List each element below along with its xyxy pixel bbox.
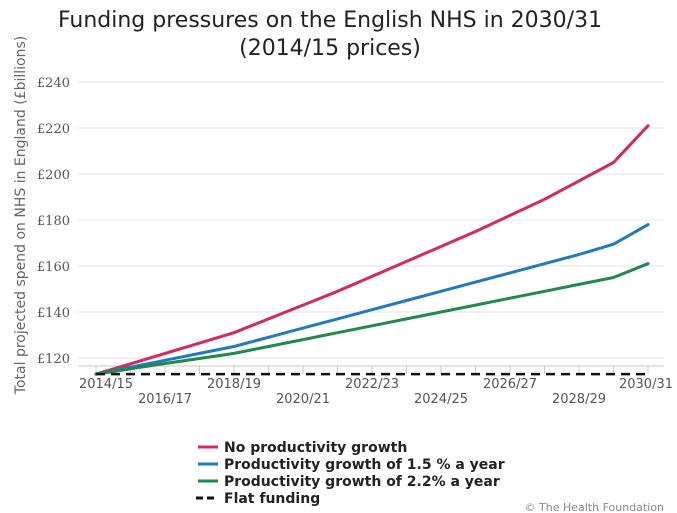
series-line-3 [94, 262, 650, 376]
x-tick-label: 2026/27 [483, 377, 537, 392]
legend-label: Productivity growth of 1.5 % a year [224, 457, 505, 473]
y-tick-label: £220 [37, 122, 70, 137]
x-tick-label: 2014/15 [79, 377, 133, 392]
legend-label: Flat funding [224, 491, 320, 507]
legend-label: No productivity growth [224, 440, 407, 456]
legend-label: Productivity growth of 2.2% a year [224, 474, 500, 490]
chart-title-line-2: (2014/15 prices) [239, 36, 421, 61]
x-tick-label: 2024/25 [414, 392, 468, 407]
y-tick-label: £240 [37, 76, 70, 91]
y-tick-label: £180 [37, 214, 70, 229]
x-tick-label: 2030/31 [619, 377, 673, 392]
gridlines: £120 £140 £160 £180 £200 £220 £240 [37, 76, 664, 367]
series-line-2 [94, 223, 650, 376]
x-tick-label: 2022/23 [345, 377, 399, 392]
series-line-1 [94, 124, 650, 376]
y-axis-label: Total projected spend on NHS in England … [13, 36, 29, 395]
credit-text: © The Health Foundation [525, 501, 664, 513]
series-lines [94, 124, 650, 376]
y-tick-label: £140 [37, 306, 70, 321]
x-tick-label: 2028/29 [552, 392, 606, 407]
y-tick-label: £120 [37, 352, 70, 367]
y-tick-label: £160 [37, 260, 70, 275]
y-tick-label: £200 [37, 168, 70, 183]
x-tick-label: 2016/17 [138, 392, 192, 407]
x-axis: 2014/15 2016/17 2018/19 2020/21 2022/23 2024/… [78, 365, 673, 407]
x-tick-label: 2018/19 [207, 377, 261, 392]
x-tick-label: 2020/21 [276, 392, 330, 407]
chart-title-line-1: Funding pressures on the English NHS in … [58, 8, 602, 33]
